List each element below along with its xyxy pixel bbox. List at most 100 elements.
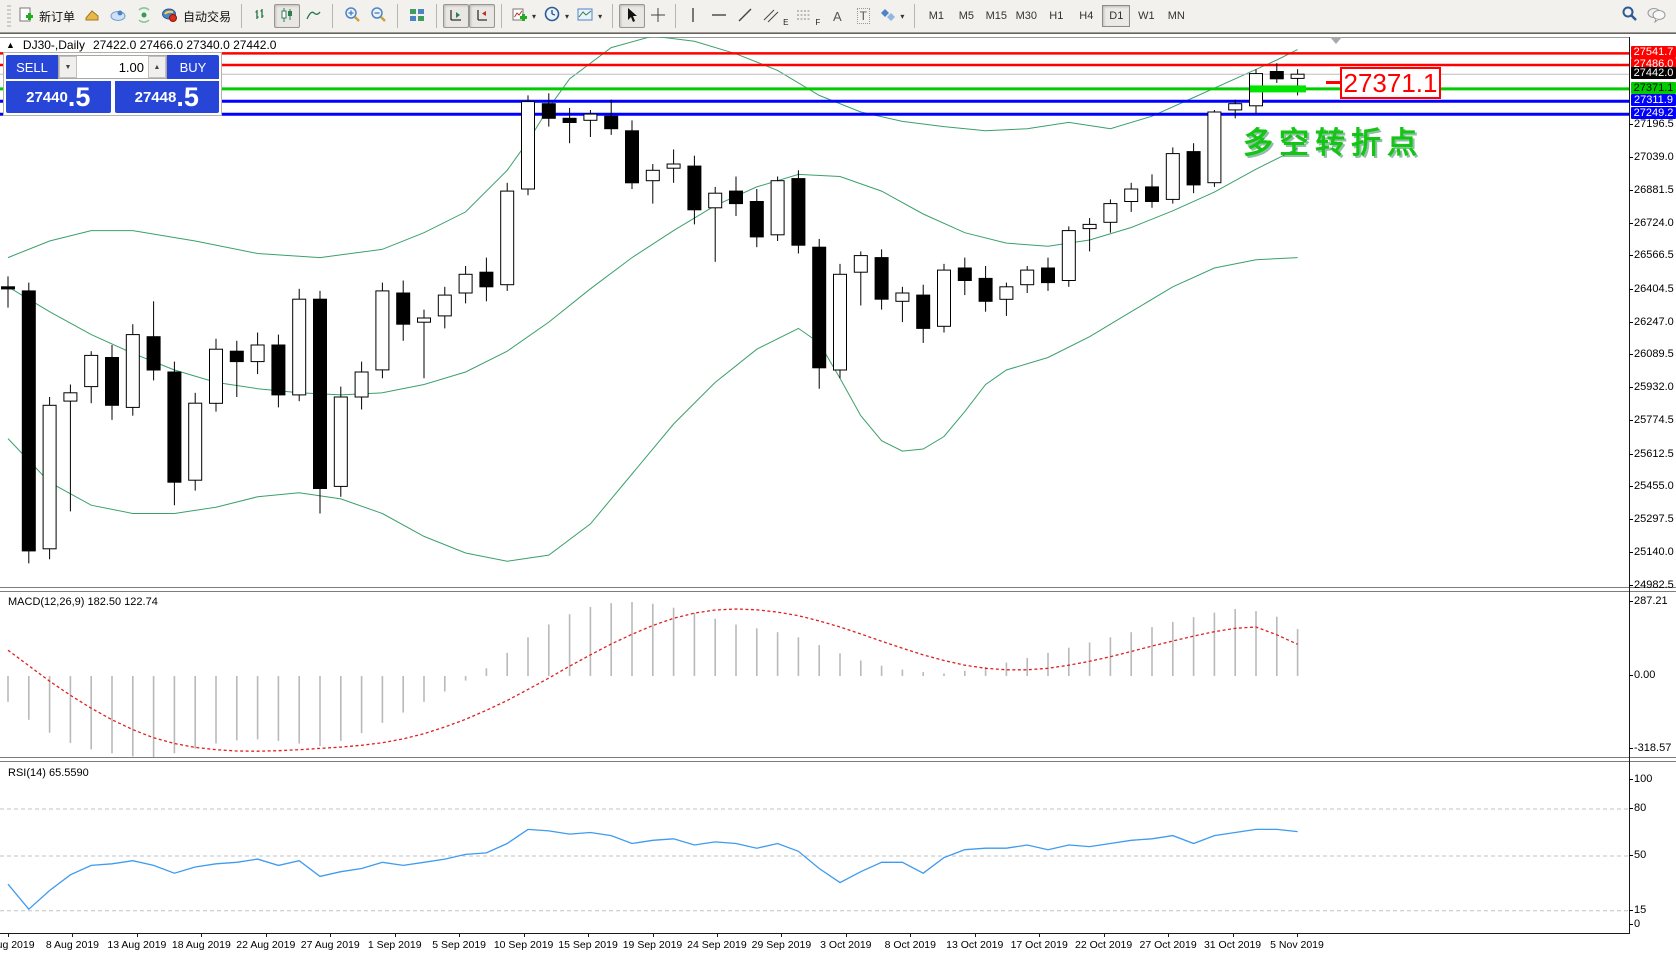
date-axis-label[interactable]: 22 Oct 2019 — [1075, 939, 1133, 951]
timeframe-button-h4[interactable]: H4 — [1079, 10, 1094, 22]
main-chart-canvas[interactable] — [0, 37, 1676, 588]
macd-axis-tick[interactable]: 287.21 — [1629, 594, 1668, 607]
date-axis-label[interactable]: 31 Oct 2019 — [1203, 939, 1262, 951]
price-level-label[interactable]: 27486.0 — [1631, 58, 1676, 71]
macd-axis-tick[interactable]: -318.57 — [1628, 742, 1672, 754]
autotrade-button[interactable]: 自动交易 — [157, 4, 235, 28]
shapes-caret-icon[interactable]: ▾ — [900, 11, 905, 21]
price-axis-tick[interactable]: 27196.5 — [1629, 118, 1674, 131]
date-axis-label[interactable]: 22 Aug 2019 — [236, 939, 296, 951]
date-axis-label[interactable]: 17 Oct 2019 — [1010, 939, 1068, 951]
cursor-button[interactable] — [619, 4, 646, 28]
timeframe-button-m1[interactable]: M1 — [928, 10, 944, 22]
rsi-axis-tick[interactable]: 0 — [1628, 918, 1641, 930]
zoom-out-button[interactable] — [365, 4, 391, 28]
date-axis-label[interactable]: 18 Aug 2019 — [171, 939, 231, 951]
tile-windows-button[interactable] — [404, 4, 430, 28]
chat-icon[interactable] — [1646, 5, 1666, 28]
sell-price-display[interactable]: 27440 .5 — [6, 81, 111, 113]
price-level-label[interactable]: 27311.9 — [1631, 94, 1676, 107]
timeframe-button-w1[interactable]: W1 — [1138, 10, 1155, 22]
bar-chart-button[interactable] — [248, 4, 274, 28]
indicators-caret-icon[interactable]: ▾ — [532, 11, 537, 21]
date-axis-label[interactable]: 4 Aug 2019 — [0, 939, 35, 951]
candlestick-chart-button[interactable] — [274, 4, 301, 28]
price-axis-tick[interactable]: 27039.0 — [1629, 151, 1674, 163]
price-level-label[interactable]: 27371.1 — [1631, 81, 1676, 94]
price-axis-tick[interactable]: 25297.5 — [1629, 513, 1674, 526]
price-axis-tick[interactable]: 25140.0 — [1629, 545, 1674, 558]
shapes-button[interactable]: ▾ — [876, 4, 908, 28]
macd-canvas[interactable] — [0, 592, 1676, 758]
timeframe-button-m15[interactable]: M15 — [985, 10, 1008, 22]
zoom-in-button[interactable] — [339, 4, 365, 28]
vertical-line-button[interactable] — [680, 4, 706, 28]
timeframe-button-mn[interactable]: MN — [1167, 10, 1185, 22]
market-watch-button[interactable] — [79, 4, 105, 28]
price-axis-tick[interactable]: 26404.5 — [1629, 282, 1674, 295]
rsi-axis-tick[interactable]: 80 — [1628, 802, 1647, 815]
rsi-axis-tick[interactable]: 100 — [1628, 773, 1653, 785]
periods-caret-icon[interactable]: ▾ — [565, 11, 570, 21]
panel-separator[interactable] — [0, 587, 1676, 592]
rsi-axis-tick[interactable]: 50 — [1628, 849, 1647, 861]
date-axis-label[interactable]: 8 Aug 2019 — [45, 939, 100, 951]
chart-shift-marker[interactable] — [1330, 37, 1342, 44]
signal-button[interactable] — [131, 4, 157, 28]
date-axis-label[interactable]: 13 Aug 2019 — [107, 939, 167, 951]
fibonacci-button[interactable]: F — [792, 4, 824, 28]
sell-button[interactable]: SELL — [6, 55, 58, 79]
price-axis-tick[interactable]: 26881.5 — [1629, 183, 1674, 196]
price-axis-tick[interactable]: 26089.5 — [1629, 348, 1674, 361]
macd-axis-tick[interactable]: 0.00 — [1628, 669, 1656, 681]
date-axis-label[interactable]: 10 Sep 2019 — [493, 939, 554, 951]
channel-button[interactable]: E — [758, 4, 792, 28]
price-level-label[interactable]: 27442.0 — [1631, 67, 1676, 80]
date-axis-label[interactable]: 27 Oct 2019 — [1139, 939, 1197, 951]
timeframe-button-m30[interactable]: M30 — [1015, 10, 1038, 22]
collapse-triangle-icon[interactable]: ▲ — [6, 40, 15, 50]
price-axis-tick[interactable]: 25612.5 — [1629, 447, 1674, 460]
label-tool-button[interactable]: T — [850, 4, 876, 28]
date-axis-label[interactable]: 3 Oct 2019 — [820, 939, 872, 951]
community-button[interactable] — [105, 4, 131, 28]
price-axis-tick[interactable]: 26247.0 — [1629, 315, 1674, 328]
date-axis-label[interactable]: 27 Aug 2019 — [300, 939, 360, 951]
crosshair-button[interactable] — [645, 4, 671, 28]
date-axis-label[interactable]: 15 Sep 2019 — [558, 939, 618, 951]
line-chart-button[interactable] — [300, 4, 326, 28]
horizontal-line-button[interactable] — [706, 4, 732, 28]
price-axis-tick[interactable]: 24982.5 — [1629, 578, 1674, 591]
text-tool-button[interactable]: A — [824, 4, 850, 28]
rsi-axis-tick[interactable]: 15 — [1628, 903, 1647, 916]
date-axis-label[interactable]: 5 Sep 2019 — [432, 939, 486, 951]
price-level-label[interactable]: 27249.2 — [1631, 107, 1676, 120]
auto-scroll-button[interactable] — [443, 4, 470, 28]
templates-caret-icon[interactable]: ▾ — [598, 11, 603, 21]
price-axis-tick[interactable]: 25932.0 — [1629, 381, 1674, 394]
periods-button[interactable]: ▾ — [540, 4, 573, 28]
new-order-button[interactable]: 新订单 — [14, 4, 79, 28]
buy-price-display[interactable]: 27448 .5 — [114, 81, 219, 113]
price-axis-tick[interactable]: 25455.0 — [1629, 480, 1674, 493]
date-axis-label[interactable]: 1 Sep 2019 — [367, 939, 422, 951]
rsi-canvas[interactable] — [0, 762, 1676, 934]
templates-button[interactable]: ▾ — [573, 4, 606, 28]
volume-input[interactable]: 1.00 — [118, 59, 144, 75]
trendline-button[interactable] — [732, 4, 758, 28]
volume-down-button[interactable]: ▼ — [59, 56, 77, 78]
timeframe-button-m5[interactable]: M5 — [958, 10, 974, 22]
date-axis-label[interactable]: 19 Sep 2019 — [622, 939, 683, 951]
volume-up-button[interactable]: ▲ — [148, 56, 166, 78]
buy-button[interactable]: BUY — [167, 55, 219, 79]
timeframe-button-d1[interactable]: D1 — [1102, 5, 1131, 27]
date-axis-label[interactable]: 24 Sep 2019 — [687, 939, 747, 951]
date-axis-label[interactable]: 5 Nov 2019 — [1270, 939, 1324, 951]
timeframe-button-h1[interactable]: H1 — [1049, 10, 1064, 22]
search-icon[interactable] — [1620, 5, 1638, 28]
panel-separator[interactable] — [0, 757, 1676, 762]
price-axis-tick[interactable]: 26566.5 — [1629, 249, 1674, 262]
date-axis-label[interactable]: 13 Oct 2019 — [946, 939, 1004, 951]
price-level-label[interactable]: 27541.7 — [1631, 46, 1676, 59]
price-axis-tick[interactable]: 26724.0 — [1629, 216, 1674, 229]
